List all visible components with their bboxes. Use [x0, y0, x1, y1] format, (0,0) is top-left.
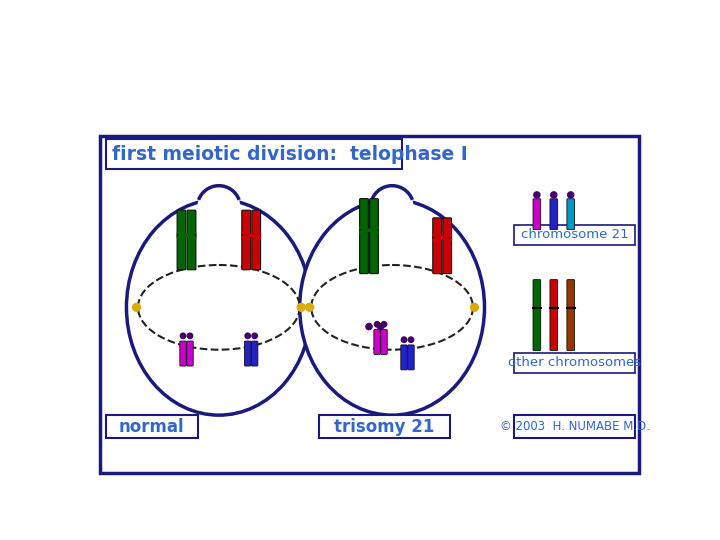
FancyBboxPatch shape	[369, 230, 379, 274]
FancyBboxPatch shape	[187, 210, 196, 237]
FancyBboxPatch shape	[533, 280, 541, 309]
Text: chromosome 21: chromosome 21	[521, 228, 629, 241]
FancyBboxPatch shape	[433, 218, 441, 239]
Circle shape	[401, 337, 407, 342]
FancyBboxPatch shape	[177, 234, 186, 270]
Text: first meiotic division:  telophase I: first meiotic division: telophase I	[112, 145, 467, 164]
FancyBboxPatch shape	[245, 341, 251, 366]
FancyBboxPatch shape	[319, 415, 450, 438]
Circle shape	[187, 333, 193, 339]
FancyBboxPatch shape	[550, 280, 558, 309]
Circle shape	[567, 192, 574, 198]
Circle shape	[551, 192, 557, 198]
Circle shape	[245, 333, 251, 339]
FancyBboxPatch shape	[359, 230, 369, 274]
Circle shape	[180, 333, 186, 339]
Circle shape	[534, 192, 540, 198]
FancyBboxPatch shape	[374, 329, 380, 354]
FancyBboxPatch shape	[252, 234, 261, 270]
Ellipse shape	[127, 200, 311, 415]
Circle shape	[408, 337, 414, 342]
FancyBboxPatch shape	[533, 199, 541, 230]
FancyBboxPatch shape	[186, 341, 193, 366]
FancyBboxPatch shape	[567, 199, 575, 230]
FancyBboxPatch shape	[180, 341, 186, 366]
Ellipse shape	[300, 200, 485, 415]
Circle shape	[197, 186, 240, 229]
FancyBboxPatch shape	[514, 415, 636, 438]
FancyBboxPatch shape	[242, 210, 251, 237]
FancyBboxPatch shape	[369, 199, 379, 231]
Text: normal: normal	[119, 418, 184, 436]
Circle shape	[297, 303, 306, 312]
FancyBboxPatch shape	[177, 210, 186, 237]
FancyBboxPatch shape	[359, 199, 369, 231]
FancyBboxPatch shape	[251, 341, 258, 366]
FancyBboxPatch shape	[187, 234, 196, 270]
FancyBboxPatch shape	[533, 307, 541, 350]
Circle shape	[371, 186, 414, 229]
FancyBboxPatch shape	[443, 237, 451, 274]
Circle shape	[366, 323, 372, 330]
FancyBboxPatch shape	[106, 139, 402, 168]
Text: trisomy 21: trisomy 21	[334, 418, 435, 436]
FancyBboxPatch shape	[252, 210, 261, 237]
Circle shape	[132, 303, 141, 312]
FancyBboxPatch shape	[433, 237, 441, 274]
Text: other chromosomes: other chromosomes	[508, 356, 641, 369]
FancyBboxPatch shape	[408, 345, 414, 370]
Circle shape	[305, 303, 315, 312]
Circle shape	[470, 303, 479, 312]
Circle shape	[252, 333, 257, 339]
FancyBboxPatch shape	[550, 199, 558, 230]
FancyBboxPatch shape	[443, 218, 451, 239]
FancyBboxPatch shape	[99, 136, 639, 473]
FancyBboxPatch shape	[381, 329, 387, 354]
Circle shape	[377, 323, 384, 330]
Circle shape	[374, 322, 379, 327]
Text: © 2003  H. NUMABE M.D.: © 2003 H. NUMABE M.D.	[500, 420, 649, 433]
FancyBboxPatch shape	[514, 225, 636, 245]
FancyBboxPatch shape	[514, 353, 636, 373]
FancyBboxPatch shape	[567, 307, 575, 350]
Circle shape	[382, 322, 387, 327]
FancyBboxPatch shape	[106, 415, 198, 438]
FancyBboxPatch shape	[567, 280, 575, 309]
FancyBboxPatch shape	[242, 234, 251, 270]
FancyBboxPatch shape	[401, 345, 408, 370]
FancyBboxPatch shape	[550, 307, 558, 350]
